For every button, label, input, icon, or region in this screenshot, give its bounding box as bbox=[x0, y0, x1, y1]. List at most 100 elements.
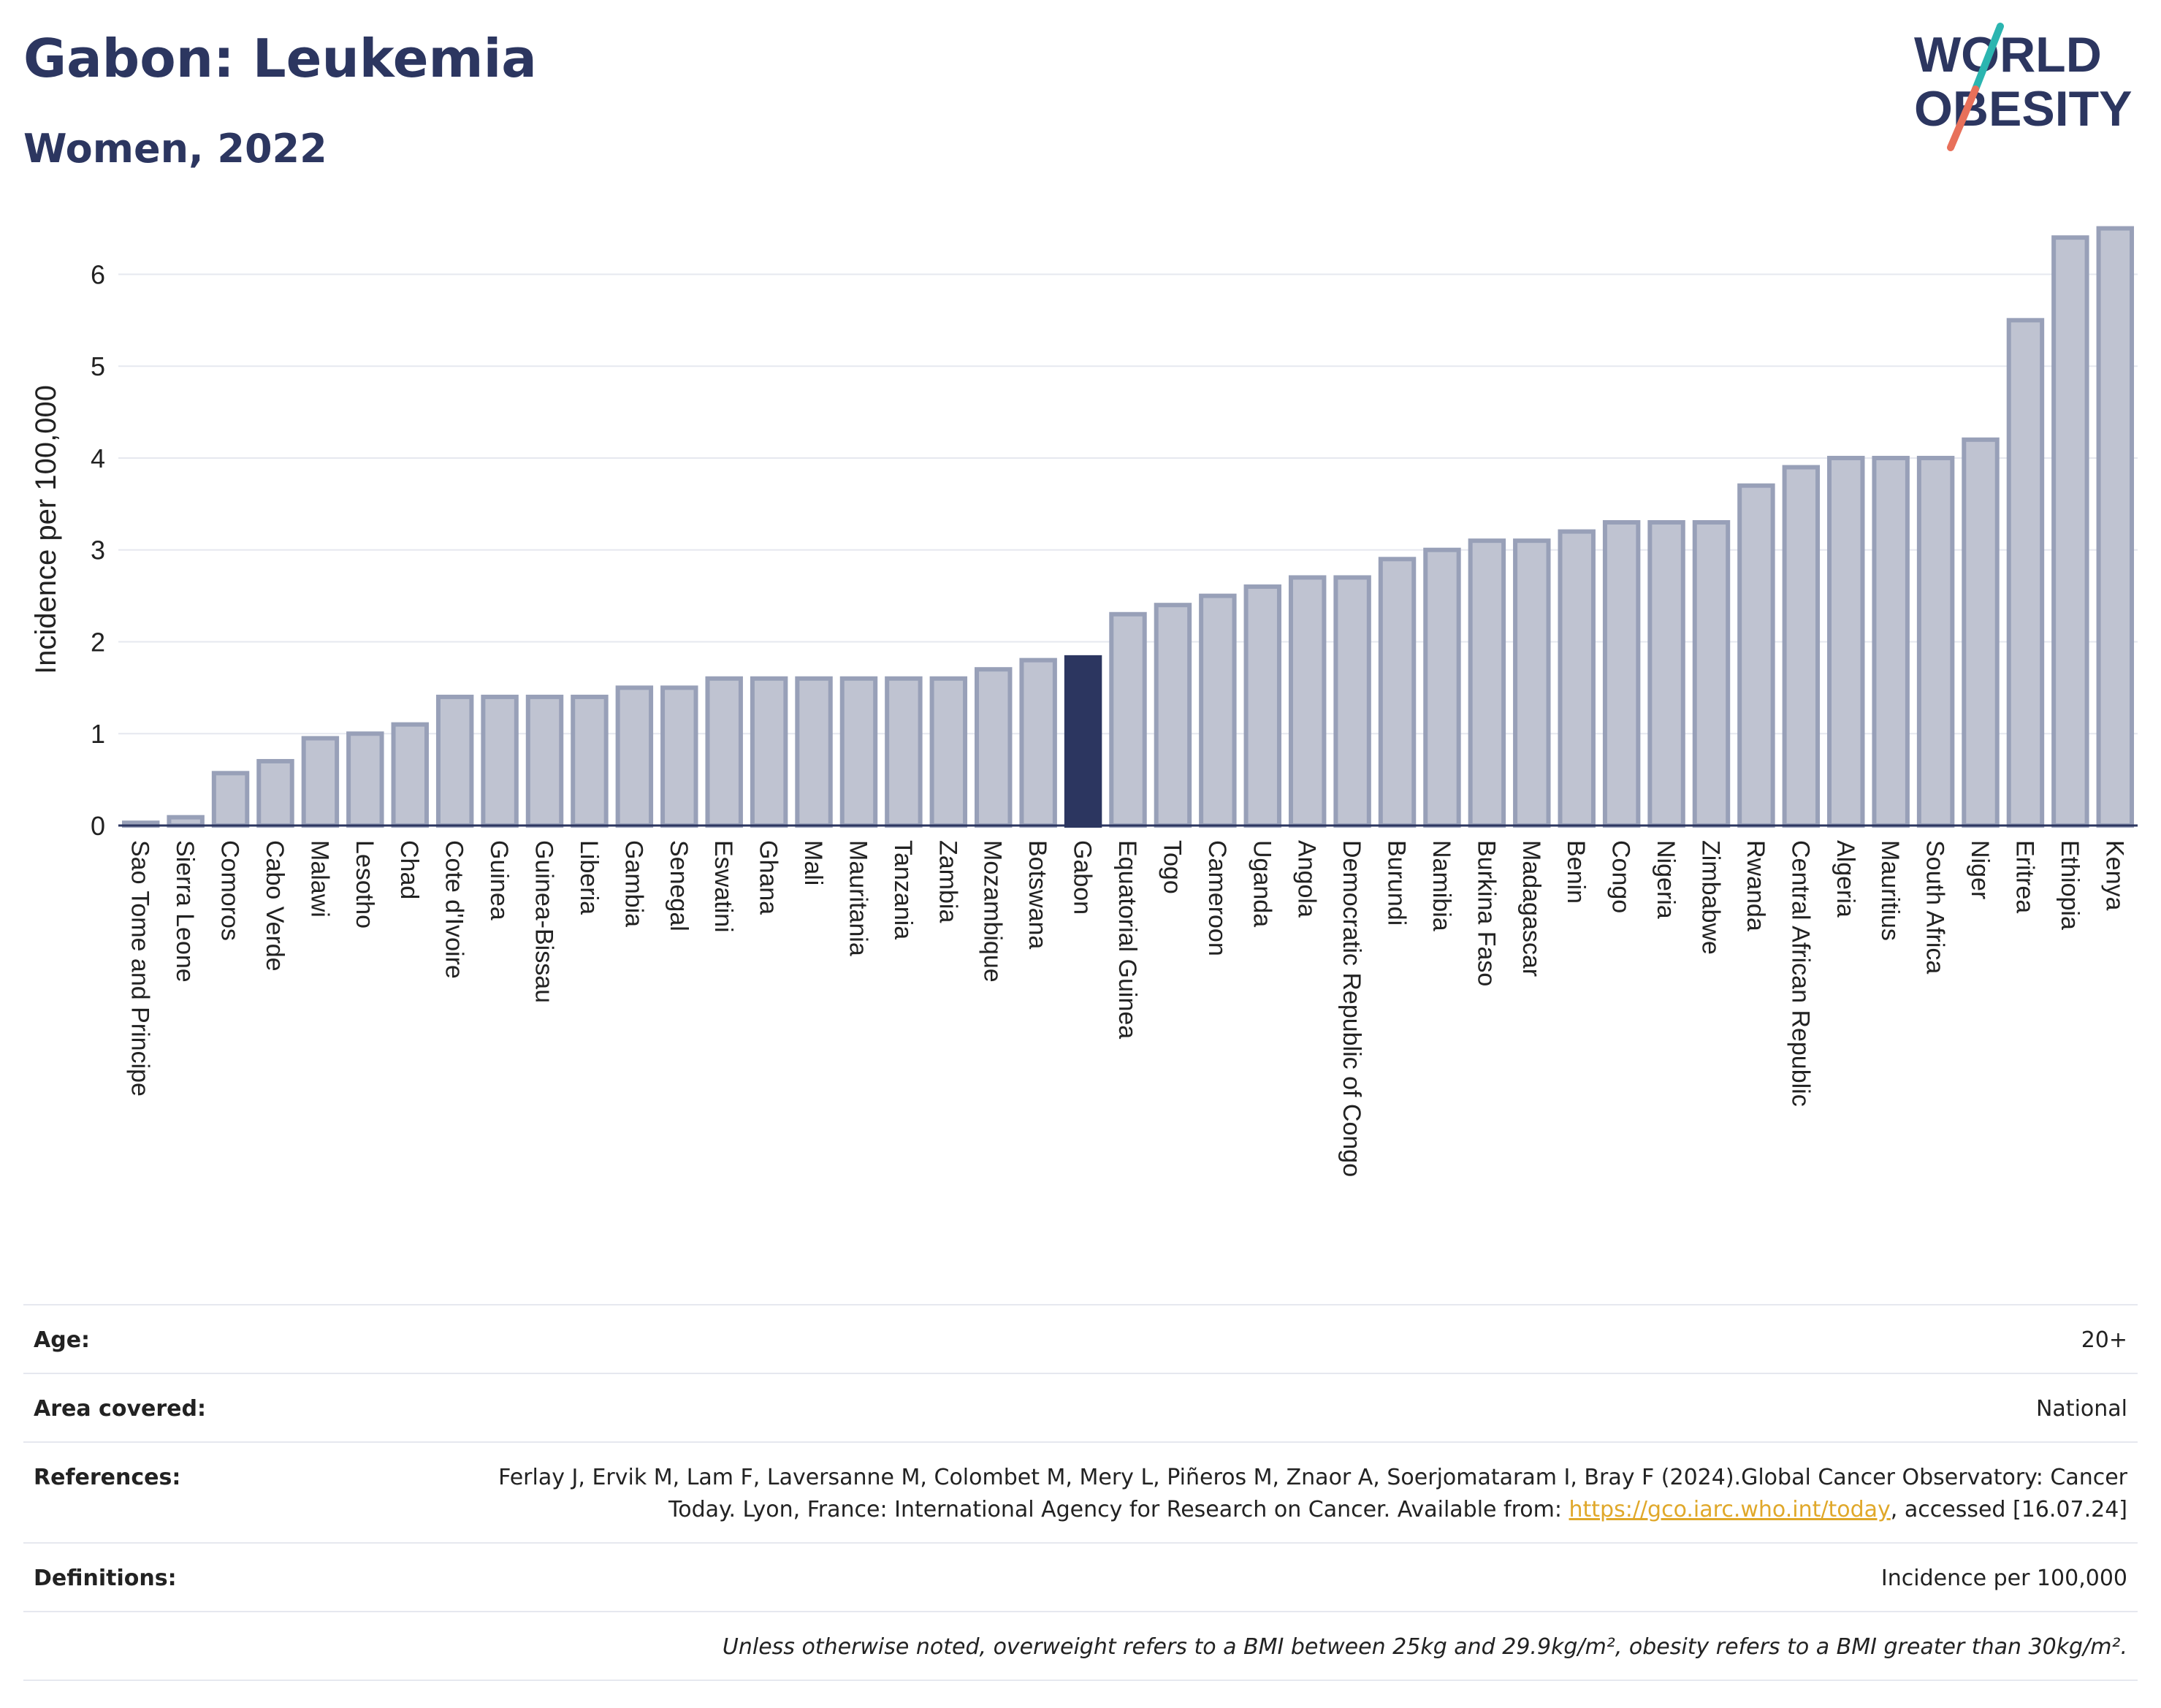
references-text: Ferlay J, Ervik M, Lam F, Laversanne M, … bbox=[498, 1465, 2127, 1522]
x-tick-label: Angola bbox=[1293, 840, 1321, 918]
x-tick-label: Algeria bbox=[1832, 840, 1859, 918]
x-tick-label: Comoros bbox=[216, 840, 244, 941]
page-subtitle: Women, 2022 bbox=[23, 126, 327, 172]
bar bbox=[1019, 657, 1057, 828]
bar bbox=[929, 676, 968, 828]
age-value: 20+ bbox=[2081, 1327, 2127, 1353]
logo-slash-bottom bbox=[1947, 85, 1979, 151]
references-label: References: bbox=[34, 1465, 181, 1490]
bar bbox=[481, 694, 519, 828]
y-tick-label: 5 bbox=[91, 351, 105, 381]
x-tick-label: Guinea-Bissau bbox=[530, 840, 558, 1003]
x-tick-label: Rwanda bbox=[1742, 840, 1769, 931]
logo-line-obesity: OBESITY bbox=[1914, 81, 2133, 137]
bar bbox=[1962, 437, 2000, 828]
bar bbox=[2051, 235, 2089, 828]
bar bbox=[1827, 455, 1865, 828]
x-tick-label: Nigeria bbox=[1652, 840, 1680, 919]
x-tick-label: Burkina Faso bbox=[1472, 840, 1500, 986]
x-tick-label: South Africa bbox=[1921, 840, 1949, 974]
bar bbox=[705, 676, 743, 828]
bar bbox=[571, 694, 609, 828]
bar bbox=[1154, 603, 1192, 828]
x-tick-label: Namibia bbox=[1428, 840, 1455, 931]
bar bbox=[1109, 611, 1147, 828]
x-tick-label: Cote d'Ivoire bbox=[441, 840, 468, 979]
x-tick-labels: Sao Tome and Principe Sierra Leone Comoros… bbox=[126, 840, 2129, 1177]
x-tick-label: Democratic Republic of Congo bbox=[1338, 840, 1365, 1177]
bar bbox=[1468, 538, 1506, 828]
bar bbox=[2096, 226, 2135, 828]
info-table: Age: 20+ Area covered: National Referenc… bbox=[23, 1304, 2138, 1681]
logo-line-world: WORLD bbox=[1914, 27, 2102, 83]
bar-chart: 0 1 2 3 4 5 6 Sao Tome and Principe Sierra Leon… bbox=[30, 226, 2138, 1177]
y-tick-label: 3 bbox=[91, 535, 105, 565]
x-tick-label: Botswana bbox=[1024, 840, 1051, 949]
bar bbox=[391, 722, 429, 828]
x-tick-label: Chad bbox=[395, 840, 423, 899]
x-tick-label: Gabon bbox=[1069, 840, 1097, 915]
x-tick-label: Equatorial Guinea bbox=[1113, 840, 1141, 1039]
y-tick-labels: 0 1 2 3 4 5 6 bbox=[91, 259, 105, 841]
bar bbox=[1647, 520, 1685, 828]
references-link[interactable]: https://gco.iarc.who.int/today bbox=[1569, 1497, 1891, 1522]
bar bbox=[750, 676, 788, 828]
x-tick-label: Uganda bbox=[1248, 840, 1276, 927]
x-tick-label: Eswatini bbox=[709, 840, 737, 933]
logo-slash-top bbox=[1972, 23, 2004, 93]
bar bbox=[1513, 538, 1551, 828]
x-tick-label: Tanzania bbox=[889, 840, 917, 939]
x-tick-label: Guinea bbox=[485, 840, 513, 920]
bar bbox=[660, 685, 698, 828]
x-tick-label: Gambia bbox=[620, 840, 647, 927]
x-tick-label: Mali bbox=[799, 840, 827, 885]
bar bbox=[346, 731, 384, 828]
info-row-note: Unless otherwise noted, overweight refer… bbox=[23, 1611, 2138, 1681]
bar bbox=[839, 676, 878, 828]
x-tick-label: Sao Tome and Principe bbox=[126, 840, 154, 1097]
x-tick-label: Eritrea bbox=[2011, 840, 2038, 913]
x-tick-label: Central African Republic bbox=[1786, 840, 1814, 1107]
y-tick-label: 4 bbox=[91, 443, 105, 473]
bar bbox=[975, 667, 1013, 828]
x-tick-label: Ghana bbox=[755, 840, 782, 915]
x-tick-label: Cameroon bbox=[1203, 840, 1231, 956]
x-tick-label: Ethiopia bbox=[2056, 840, 2084, 930]
bar bbox=[1558, 529, 1596, 828]
info-row-references: References: Ferlay J, Ervik M, Lam F, La… bbox=[23, 1441, 2138, 1542]
x-tick-label: Togo bbox=[1158, 840, 1186, 894]
info-row-area: Area covered: National bbox=[23, 1373, 2138, 1441]
bar bbox=[525, 694, 564, 828]
bar bbox=[167, 815, 205, 828]
area-value: National bbox=[2035, 1396, 2127, 1422]
y-tick-label: 0 bbox=[91, 811, 105, 841]
x-tick-label: Zambia bbox=[934, 840, 961, 923]
bars bbox=[121, 226, 2135, 828]
area-label: Area covered: bbox=[34, 1396, 206, 1422]
x-tick-label: Benin bbox=[1562, 840, 1590, 904]
bar bbox=[1737, 483, 1775, 828]
bar bbox=[1243, 584, 1281, 828]
x-tick-label: Niger bbox=[1966, 840, 1994, 899]
bar bbox=[2006, 318, 2045, 828]
bar bbox=[256, 758, 294, 828]
references-value: Ferlay J, Ervik M, Lam F, Laversanne M, … bbox=[472, 1462, 2127, 1526]
x-tick-label: Sierra Leone bbox=[171, 840, 199, 983]
x-tick-label: Congo bbox=[1607, 840, 1635, 913]
x-tick-label: Burundi bbox=[1383, 840, 1411, 926]
x-tick-label: Mozambique bbox=[979, 840, 1007, 983]
x-tick-label: Lesotho bbox=[351, 840, 378, 929]
definitions-label: Definitions: bbox=[34, 1566, 177, 1591]
x-tick-label: Liberia bbox=[575, 840, 603, 915]
definitions-value: Incidence per 100,000 bbox=[1880, 1566, 2127, 1591]
y-tick-label: 1 bbox=[91, 719, 105, 749]
bar bbox=[1692, 520, 1731, 828]
info-row-age: Age: 20+ bbox=[23, 1304, 2138, 1373]
bar bbox=[1288, 575, 1327, 828]
world-obesity-logo: WORLD OBESITY bbox=[1914, 23, 2133, 151]
y-axis-title: Incidence per 100,000 bbox=[30, 385, 62, 674]
x-tick-label: Kenya bbox=[2100, 840, 2128, 910]
y-tick-label: 6 bbox=[91, 259, 105, 289]
bar bbox=[615, 685, 654, 828]
x-tick-label: Madagascar bbox=[1517, 840, 1545, 977]
